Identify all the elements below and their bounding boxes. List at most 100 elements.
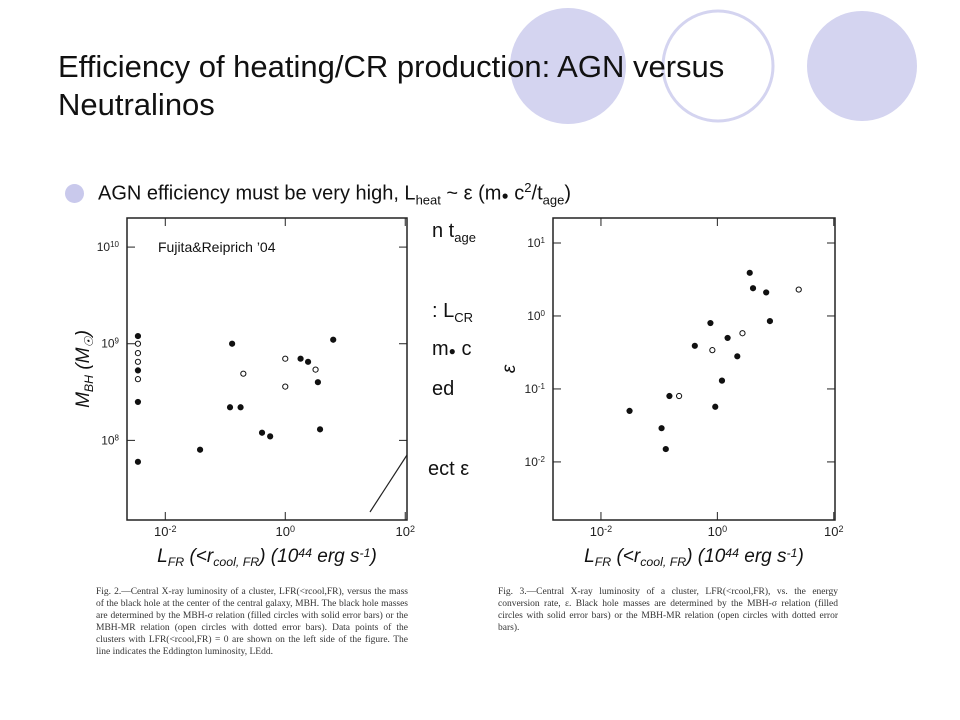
- text-segment: CR: [454, 310, 474, 325]
- data-point: [134, 376, 142, 383]
- plot-frame: [126, 217, 408, 521]
- text-segment: ●: [448, 344, 456, 358]
- text-segment: -1: [787, 546, 798, 560]
- tick-base: 10: [97, 240, 111, 254]
- data-point: [709, 347, 716, 354]
- data-point: [330, 336, 337, 343]
- text-segment: BH: [82, 375, 96, 392]
- data-point: [316, 426, 324, 433]
- data-point: [282, 383, 289, 390]
- axis-label: LFR (<rcool, FR) (1044 erg s-1): [157, 546, 377, 569]
- data-point: [724, 334, 731, 342]
- x-tick-label: 10-2: [590, 524, 612, 539]
- figure-caption: Fig. 3.—Central X-ray luminosity of a cl…: [498, 586, 838, 634]
- data-point: [746, 269, 753, 276]
- text-segment: age: [542, 192, 565, 208]
- text-segment: ●: [501, 188, 509, 203]
- text-segment: c: [455, 338, 472, 360]
- text-segment: n t: [432, 220, 455, 242]
- x-tick-label: 102: [824, 524, 843, 539]
- x-tick-label: 100: [276, 524, 295, 539]
- eddington-line: [369, 454, 408, 513]
- data-point: [196, 446, 204, 453]
- tick-exponent: 2: [410, 524, 415, 534]
- tick-exponent: 1: [541, 236, 546, 245]
- tick-base: 10: [527, 236, 541, 250]
- text-fragment: ect ε: [428, 458, 469, 481]
- data-point: [718, 377, 726, 384]
- data-point: [763, 289, 770, 296]
- data-point: [707, 319, 714, 327]
- axis-label: LFR (<rcool, FR) (1044 erg s-1): [584, 546, 804, 569]
- text-segment: AGN efficiency must be very high, L: [98, 182, 416, 205]
- text-segment: L: [157, 546, 168, 567]
- bullet: AGN efficiency must be very high, Lheat …: [98, 180, 571, 208]
- tick-base: 10: [525, 382, 539, 396]
- data-point: [662, 445, 669, 453]
- plot-frame: [552, 217, 836, 521]
- text-fragment: n tage: [432, 220, 476, 245]
- axis-label: MBH (M☉): [73, 330, 96, 408]
- tick-exponent: -2: [604, 524, 612, 534]
- data-point: [134, 340, 142, 347]
- tick-base: 10: [101, 337, 115, 351]
- data-point: [304, 358, 312, 365]
- data-point: [312, 366, 319, 373]
- data-point: [314, 379, 321, 386]
- text-segment: 2: [524, 180, 532, 195]
- x-tick-label: 102: [395, 524, 414, 539]
- text-segment: ~ ε (m: [440, 182, 502, 205]
- text-segment: (<r: [184, 546, 214, 567]
- tick-base: 10: [276, 524, 290, 539]
- data-point: [134, 367, 142, 374]
- data-point: [258, 429, 266, 436]
- data-point: [795, 286, 802, 293]
- deco-circle: [807, 11, 917, 121]
- text-fragment: ed: [432, 378, 454, 401]
- deco-circle: [661, 9, 775, 123]
- text-segment: ☉: [82, 335, 96, 347]
- tick-base: 10: [590, 524, 604, 539]
- data-point: [739, 330, 746, 337]
- tick-base: 10: [101, 433, 115, 447]
- text-segment: 44: [725, 546, 739, 560]
- data-point: [766, 318, 774, 325]
- tick-base: 10: [824, 524, 838, 539]
- text-segment: ) (10: [257, 546, 299, 567]
- tick-exponent: 10: [110, 240, 119, 249]
- tick-base: 10: [154, 524, 168, 539]
- tick-base: 10: [527, 309, 541, 323]
- text-segment: cool, FR: [213, 555, 259, 569]
- data-point: [691, 342, 698, 349]
- y-tick-label: 1010: [97, 240, 120, 254]
- tick-exponent: -2: [169, 524, 177, 534]
- figure-caption: Fig. 2.—Central X-ray luminosity of a cl…: [96, 586, 408, 658]
- data-point: [626, 407, 633, 415]
- annotation: Fujita&Reiprich ’04: [158, 239, 276, 255]
- text-segment: FR: [595, 555, 612, 569]
- x-tick-label: 100: [708, 524, 727, 539]
- data-point: [297, 355, 304, 362]
- text-segment: (M: [73, 347, 94, 375]
- text-segment: ect ε: [428, 458, 470, 480]
- figure-background: [492, 208, 848, 644]
- tick-exponent: -2: [538, 455, 546, 464]
- data-point: [229, 340, 236, 347]
- y-tick-label: 109: [101, 337, 119, 351]
- text-segment: age: [454, 230, 476, 245]
- axis-label: ε: [499, 364, 520, 373]
- text-segment: 44: [298, 546, 312, 560]
- tick-exponent: 2: [838, 524, 843, 534]
- text-segment: FR: [168, 555, 185, 569]
- data-point: [134, 458, 142, 465]
- text-segment: ): [73, 330, 94, 338]
- text-segment: L: [584, 546, 595, 567]
- tick-exponent: 0: [290, 524, 295, 534]
- data-point: [134, 332, 142, 340]
- data-point: [240, 370, 247, 377]
- text-segment: : L: [432, 300, 455, 322]
- data-point: [237, 404, 244, 411]
- text-segment: /t: [531, 182, 543, 205]
- text-segment: ) (10: [684, 546, 726, 567]
